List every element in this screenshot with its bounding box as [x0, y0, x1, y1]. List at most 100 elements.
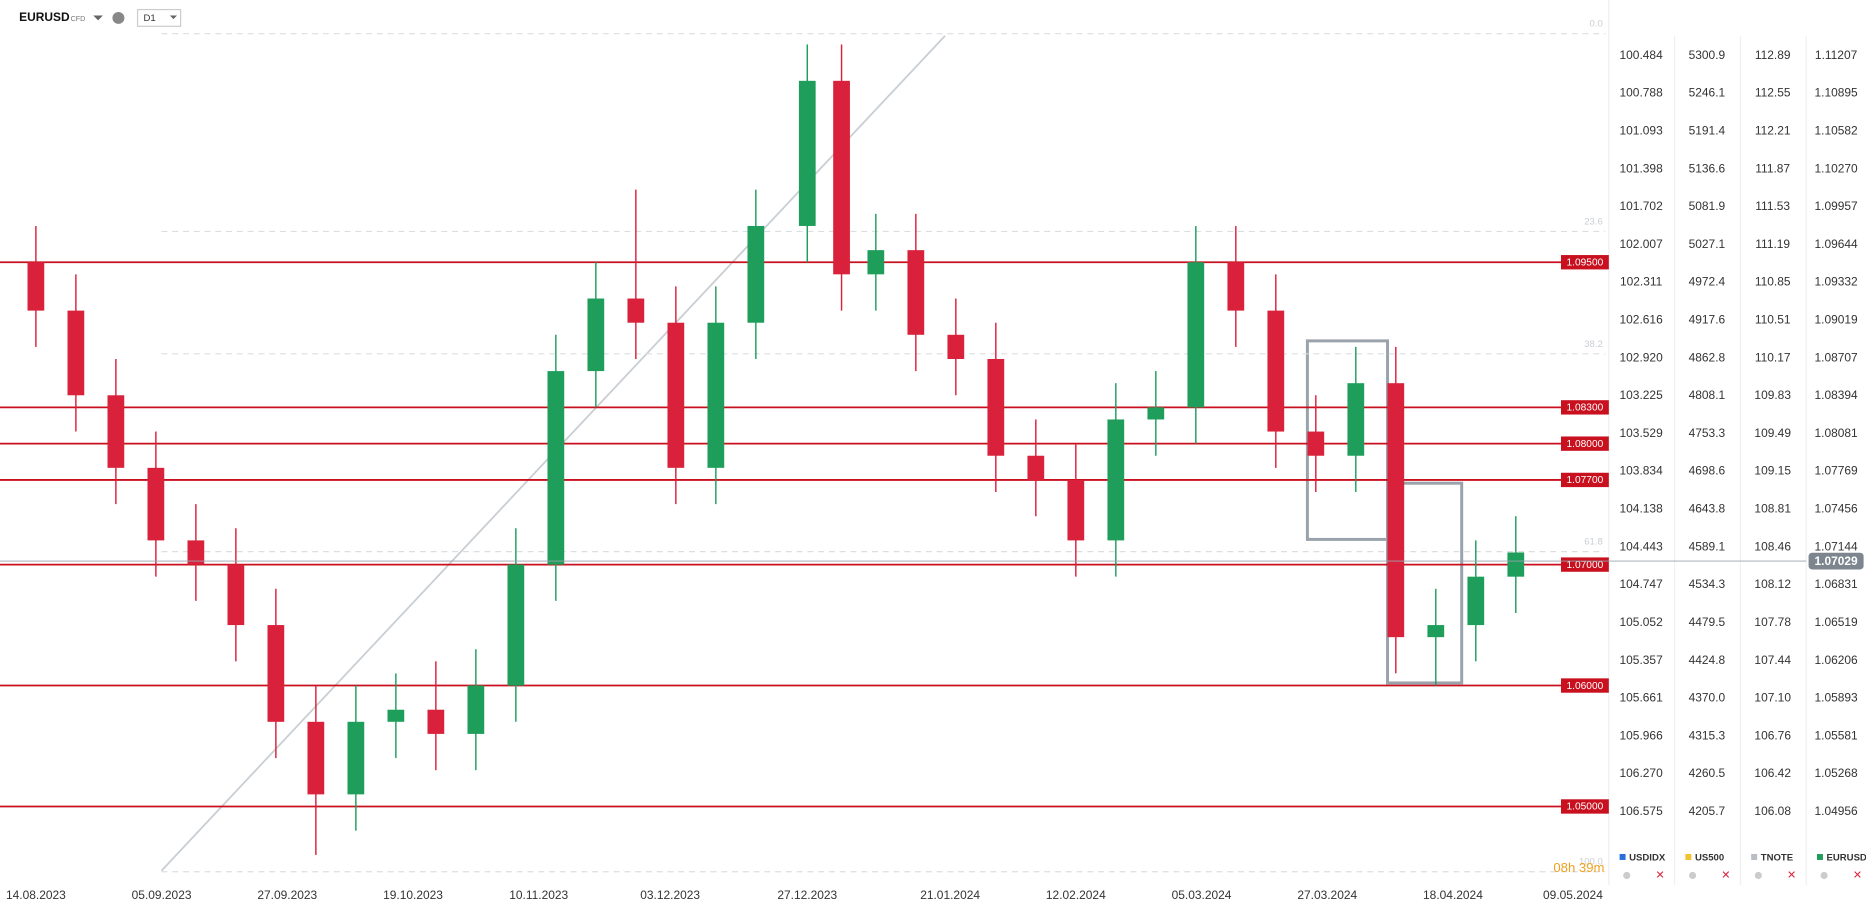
axis-label: 5136.6	[1689, 161, 1726, 175]
y-tick-label: 1.06519	[1814, 615, 1858, 629]
axis-label: 5300.9	[1689, 48, 1726, 62]
level-label: 1.08000	[1567, 439, 1604, 450]
x-tick-label: 27.03.2024	[1297, 888, 1357, 902]
axis-label: 103.834	[1620, 464, 1664, 478]
candle-body	[707, 322, 725, 468]
axis-label: 5246.1	[1689, 86, 1726, 100]
level-tag	[1560, 472, 1609, 488]
candle-body	[587, 298, 605, 372]
y-tick-label: 1.09019	[1814, 313, 1858, 327]
axis-label: 4260.5	[1689, 766, 1726, 780]
axis-label: 110.51	[1755, 313, 1791, 327]
axis-label: 106.76	[1754, 728, 1791, 742]
candle-body	[907, 250, 925, 335]
candle-body	[107, 395, 125, 468]
legend-swatch	[1619, 853, 1626, 860]
interval-select[interactable]	[136, 8, 182, 27]
axis-label: 106.08	[1754, 804, 1791, 818]
axis-label: 102.920	[1620, 350, 1664, 364]
last-price-label: 1.07029	[1814, 554, 1858, 568]
axis-label: 106.270	[1620, 766, 1664, 780]
candle-body	[947, 334, 965, 359]
legend-swatch	[1816, 853, 1823, 860]
candle-body	[507, 564, 525, 686]
level-label: 1.05000	[1567, 802, 1604, 813]
symbol-dropdown[interactable]	[93, 15, 103, 21]
axis-label: 4315.3	[1689, 728, 1726, 742]
axis-label: 104.747	[1620, 577, 1664, 591]
axis-label: 107.10	[1754, 691, 1791, 705]
axis-label: 4808.1	[1689, 388, 1726, 402]
y-tick-label: 1.08081	[1814, 426, 1858, 440]
x-tick-label: 12.02.2024	[1046, 888, 1106, 902]
axis-label: 104.443	[1620, 539, 1664, 553]
axis-label: 4862.8	[1689, 350, 1726, 364]
candle-body	[1467, 576, 1485, 626]
legend-eye[interactable]	[1688, 871, 1697, 880]
y-tick-label: 1.05581	[1814, 728, 1858, 742]
y-tick-label: 1.06206	[1814, 653, 1858, 667]
y-tick-label: 1.06831	[1814, 577, 1858, 591]
y-tick-label: 1.09644	[1814, 237, 1858, 251]
fib-label: 38.2	[1584, 339, 1603, 350]
y-tick-label: 1.05893	[1814, 691, 1858, 705]
axis-label: 102.007	[1620, 237, 1664, 251]
axis-label: 111.19	[1755, 237, 1790, 251]
x-tick-label: 21.01.2024	[920, 888, 980, 902]
y-tick-label: 1.10582	[1814, 124, 1858, 138]
axis-label: 108.12	[1754, 577, 1791, 591]
legend-eye[interactable]	[1623, 871, 1631, 880]
candle-body	[1027, 455, 1045, 480]
candle-body	[833, 80, 850, 275]
symbol[interactable]: EURUSD	[19, 10, 70, 24]
interval: D1	[144, 13, 156, 24]
axis-label: 105.966	[1620, 728, 1664, 742]
x-tick-label: 03.12.2023	[640, 888, 700, 902]
candle-body	[627, 298, 645, 323]
candle-body	[1227, 262, 1245, 311]
level-tag	[1560, 436, 1609, 451]
y-tick-label: 1.04956	[1814, 804, 1858, 818]
axis-label: 112.55	[1755, 86, 1791, 100]
axis-label: 107.44	[1754, 653, 1791, 667]
legend-name: US500	[1695, 853, 1724, 864]
candle-body	[1187, 262, 1205, 408]
axis-label: 112.89	[1755, 48, 1791, 62]
candle-body	[27, 262, 45, 311]
symbol-kind: CFD	[71, 15, 86, 23]
legend-eye[interactable]	[1754, 871, 1762, 880]
candle-body	[227, 564, 245, 626]
axis-label: 4589.1	[1689, 539, 1726, 553]
axis-label: 4479.5	[1689, 615, 1726, 629]
legend-swatch	[1685, 853, 1692, 860]
info-icon[interactable]	[112, 11, 125, 24]
axis-label: 105.357	[1620, 653, 1664, 667]
axis-label: 4424.8	[1689, 653, 1726, 667]
y-tick-label: 1.09332	[1814, 275, 1858, 289]
axis-label: 103.529	[1620, 426, 1664, 440]
level-label: 1.09500	[1567, 258, 1604, 269]
level-tag	[1560, 799, 1609, 814]
level-tag	[1560, 678, 1609, 693]
fib-label: 23.6	[1584, 216, 1603, 227]
axis-label: 112.21	[1755, 124, 1791, 138]
axis-label: 105.052	[1620, 615, 1664, 629]
x-tick-label: 05.09.2023	[132, 888, 192, 902]
axis-label: 4972.4	[1689, 275, 1726, 289]
axis-label: 101.398	[1620, 161, 1664, 175]
candle-body	[867, 250, 885, 275]
level-tag	[1560, 255, 1609, 270]
x-tick-label: 18.04.2024	[1423, 888, 1483, 902]
axis-label: 4917.6	[1689, 313, 1726, 327]
axis-label: 4534.3	[1689, 577, 1726, 591]
candle-body	[187, 540, 205, 565]
timer: 08h 39m	[1553, 860, 1604, 875]
legend-eye[interactable]	[1820, 871, 1828, 880]
candle-body	[1387, 383, 1405, 638]
x-tick-label: 14.08.2023	[6, 888, 66, 902]
axis-label: 4753.3	[1689, 426, 1726, 440]
axis-label: 103.225	[1620, 388, 1664, 402]
candle-body	[987, 358, 1005, 456]
